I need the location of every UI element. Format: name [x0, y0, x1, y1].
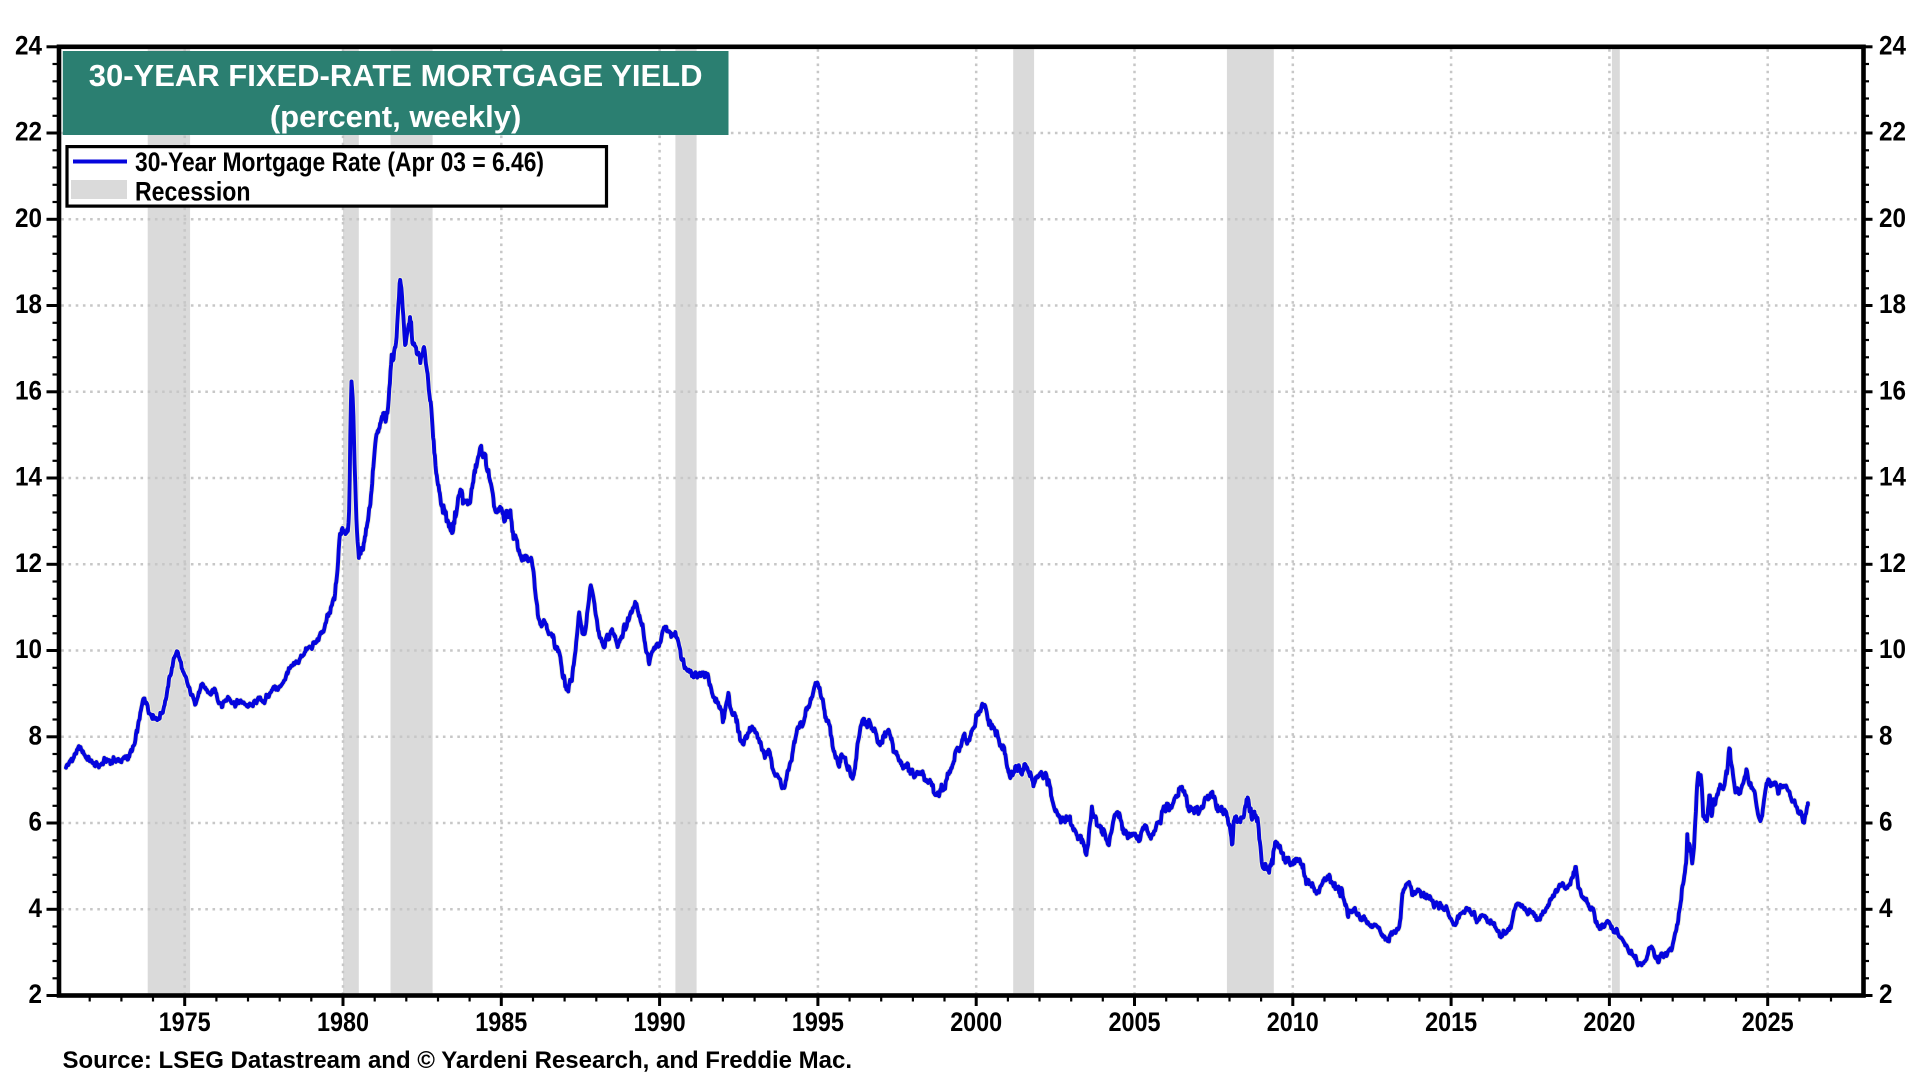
svg-text:20: 20: [1879, 203, 1906, 233]
svg-text:2005: 2005: [1109, 1007, 1161, 1037]
svg-text:16: 16: [15, 375, 42, 405]
svg-text:10: 10: [1879, 634, 1906, 664]
svg-text:22: 22: [1879, 117, 1906, 147]
svg-text:10: 10: [15, 634, 42, 664]
svg-text:1975: 1975: [159, 1007, 211, 1037]
svg-text:14: 14: [1879, 462, 1906, 492]
svg-text:2: 2: [29, 979, 43, 1009]
svg-text:16: 16: [1879, 375, 1906, 405]
svg-text:2000: 2000: [950, 1007, 1002, 1037]
svg-text:(percent, weekly): (percent, weekly): [270, 99, 522, 134]
svg-text:8: 8: [1879, 720, 1893, 750]
svg-text:Recession: Recession: [135, 176, 251, 206]
svg-text:1995: 1995: [792, 1007, 844, 1037]
svg-text:18: 18: [15, 289, 42, 319]
svg-text:2015: 2015: [1425, 1007, 1477, 1037]
svg-text:24: 24: [15, 30, 42, 60]
svg-text:30-Year Mortgage Rate (Apr 03: 30-Year Mortgage Rate (Apr 03 = 6.46): [135, 147, 544, 177]
svg-text:12: 12: [15, 548, 42, 578]
svg-text:6: 6: [29, 807, 43, 837]
svg-text:6: 6: [1879, 807, 1893, 837]
svg-text:2010: 2010: [1267, 1007, 1319, 1037]
svg-text:2025: 2025: [1742, 1007, 1794, 1037]
svg-text:4: 4: [1879, 893, 1893, 923]
svg-text:2020: 2020: [1583, 1007, 1635, 1037]
svg-text:14: 14: [15, 462, 42, 492]
svg-text:4: 4: [29, 893, 43, 923]
svg-text:22: 22: [15, 117, 42, 147]
svg-text:30-YEAR FIXED-RATE MORTGAGE YI: 30-YEAR FIXED-RATE MORTGAGE YIELD: [89, 58, 703, 93]
svg-text:1990: 1990: [634, 1007, 686, 1037]
svg-text:8: 8: [29, 720, 43, 750]
svg-text:12: 12: [1879, 548, 1906, 578]
svg-text:24: 24: [1879, 30, 1906, 60]
svg-text:20: 20: [15, 203, 42, 233]
svg-text:Source: LSEG Datastream and ©: Source: LSEG Datastream and © Yardeni Re…: [63, 1047, 853, 1074]
svg-text:2: 2: [1879, 979, 1893, 1009]
svg-text:1980: 1980: [317, 1007, 369, 1037]
svg-text:1985: 1985: [475, 1007, 527, 1037]
svg-text:18: 18: [1879, 289, 1906, 319]
